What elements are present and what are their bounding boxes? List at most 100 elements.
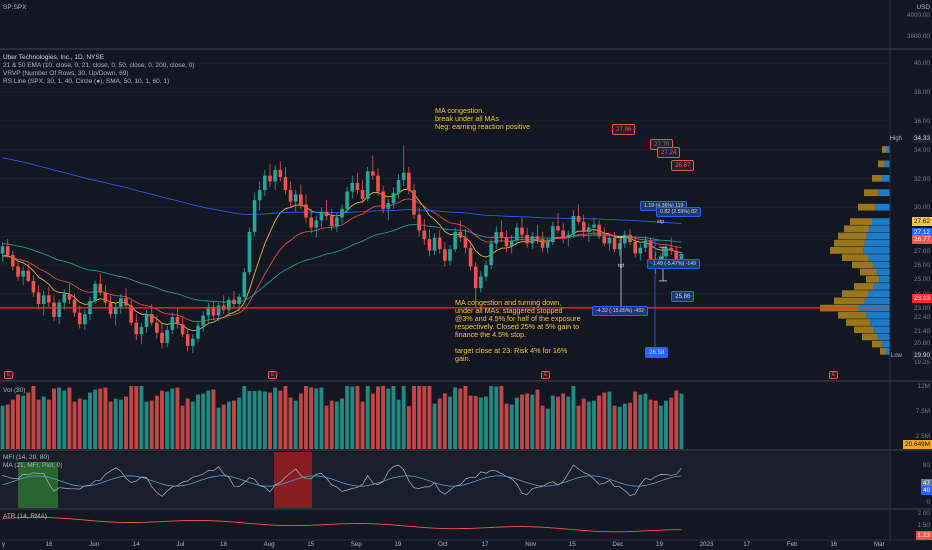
volume-bar bbox=[165, 391, 170, 449]
volume-bar bbox=[494, 386, 499, 449]
annotation-top[interactable]: MA congestion. break under all MAs Neg: … bbox=[435, 106, 531, 131]
volume-bar bbox=[653, 400, 658, 449]
volume-bar bbox=[427, 386, 432, 449]
volume-bar bbox=[345, 386, 350, 449]
volume-bar bbox=[180, 405, 185, 449]
atr-axis-label: 1.50 bbox=[917, 522, 930, 529]
volume-profile-bar-up bbox=[862, 333, 878, 341]
candle bbox=[113, 306, 118, 315]
mfi-ma-value: 40 bbox=[920, 486, 932, 495]
indicator-vrvp[interactable]: VRVP (Number Of Rows, 30, Up/Down, 69) bbox=[3, 70, 129, 77]
volume-bar bbox=[489, 386, 494, 449]
price-tag[interactable]: 25.86 bbox=[671, 291, 695, 302]
high-label: High bbox=[889, 136, 902, 142]
volume-bar bbox=[31, 386, 36, 449]
volume-bar bbox=[278, 390, 283, 449]
volume-bar bbox=[638, 394, 643, 449]
volume-profile-bar-down bbox=[884, 160, 890, 168]
candle bbox=[319, 211, 324, 221]
volume-bar bbox=[463, 386, 468, 449]
candle bbox=[93, 283, 97, 302]
candle bbox=[587, 227, 591, 232]
atr-title[interactable]: ATR (14, RMA) bbox=[3, 513, 47, 520]
candle bbox=[376, 175, 380, 192]
mfi-ma-title[interactable]: MA (21, MFI, Plot, 0) bbox=[3, 462, 63, 469]
last-price: 26.77 bbox=[912, 235, 932, 244]
measure-label-down2: -4.32 (-15.85%) -432 bbox=[592, 306, 648, 316]
volume-bar bbox=[62, 390, 67, 449]
indicator-ema[interactable]: 21 & 50 EMA (10, close, 0, 21, close, 0,… bbox=[3, 62, 195, 69]
candle bbox=[592, 224, 596, 228]
price-axis-label: 26.00 bbox=[914, 262, 930, 270]
candle bbox=[556, 226, 560, 231]
candle bbox=[617, 243, 622, 250]
earnings-event-icon[interactable]: E bbox=[541, 371, 551, 379]
volume-bar bbox=[581, 398, 586, 449]
candle bbox=[386, 203, 391, 209]
candle bbox=[417, 214, 421, 231]
volume-bar bbox=[417, 386, 422, 449]
price-axis-label: 32.00 bbox=[914, 175, 930, 183]
earnings-event-icon[interactable]: E bbox=[4, 371, 14, 379]
volume-profile-bar-up bbox=[846, 319, 871, 326]
price-axis-label: 40.00 bbox=[914, 60, 930, 68]
volume-bar bbox=[108, 401, 113, 449]
price-tag[interactable]: 26.58 bbox=[645, 347, 669, 358]
time-axis-label: 16 bbox=[830, 541, 838, 548]
volume-axis-label: 7.5M bbox=[915, 408, 930, 415]
volume-profile-bar-down bbox=[876, 268, 890, 276]
volume-bar bbox=[41, 396, 46, 449]
time-axis-label: Mar bbox=[874, 541, 885, 548]
price-tag[interactable]: 26.67 bbox=[671, 160, 695, 171]
chart-title[interactable]: Uber Technologies, Inc., 1D, NYSE bbox=[3, 54, 105, 61]
earnings-event-icon[interactable]: E bbox=[829, 371, 839, 379]
volume-bar bbox=[190, 401, 195, 449]
candle bbox=[98, 283, 103, 293]
time-axis-label: 15 bbox=[568, 541, 576, 548]
volume-bar bbox=[0, 405, 5, 449]
volume-bar bbox=[576, 405, 581, 449]
high-value: 34.33 bbox=[912, 134, 932, 143]
candle bbox=[484, 265, 488, 277]
earnings-event-icon[interactable]: E bbox=[268, 371, 278, 379]
volume-profile-bar-down bbox=[869, 225, 890, 233]
time-axis-label: 2023 bbox=[699, 541, 714, 548]
candle bbox=[293, 194, 298, 202]
volume-profile-bar-up bbox=[844, 225, 870, 233]
candle bbox=[263, 175, 267, 191]
volume-profile-bar-up bbox=[842, 290, 869, 298]
volume-bar bbox=[67, 387, 72, 449]
volume-bar bbox=[196, 394, 200, 449]
candle bbox=[340, 208, 344, 218]
indicator-rs-line[interactable]: RS Line (SPX, 30, 1, 40, Circle (●), SMA… bbox=[3, 78, 170, 85]
price-tag[interactable]: 27.24 bbox=[657, 147, 681, 158]
annotation-bottom[interactable]: MA congestion and turning down, under al… bbox=[455, 298, 581, 363]
volume-bar bbox=[365, 386, 370, 449]
support-value: 23.03 bbox=[912, 294, 932, 303]
candle bbox=[458, 231, 463, 238]
candle bbox=[463, 237, 468, 248]
volume-bar bbox=[422, 386, 427, 449]
candle bbox=[83, 314, 87, 325]
candle bbox=[371, 171, 375, 176]
candle bbox=[139, 327, 144, 335]
volume-bar bbox=[262, 391, 267, 449]
volume-bar bbox=[309, 387, 314, 449]
volume-title[interactable]: Vol (30) bbox=[3, 387, 26, 394]
price-axis-label: 25.00 bbox=[914, 276, 930, 284]
volume-profile-bar-down bbox=[864, 297, 890, 305]
volume-bar bbox=[540, 405, 545, 449]
price-tag[interactable]: 27.96 bbox=[612, 124, 636, 135]
candle bbox=[134, 322, 139, 335]
volume-bar bbox=[242, 386, 247, 449]
volume-bar bbox=[468, 395, 473, 449]
candles bbox=[0, 145, 684, 354]
volume-bar bbox=[530, 394, 535, 449]
volume-bar bbox=[252, 391, 257, 449]
mfi-title[interactable]: MFI (14, 20, 80) bbox=[3, 454, 50, 461]
candle bbox=[545, 242, 550, 248]
volume-bar bbox=[77, 398, 82, 449]
ema-value-a: 27.62 bbox=[912, 217, 932, 226]
volume-bar bbox=[499, 386, 504, 449]
